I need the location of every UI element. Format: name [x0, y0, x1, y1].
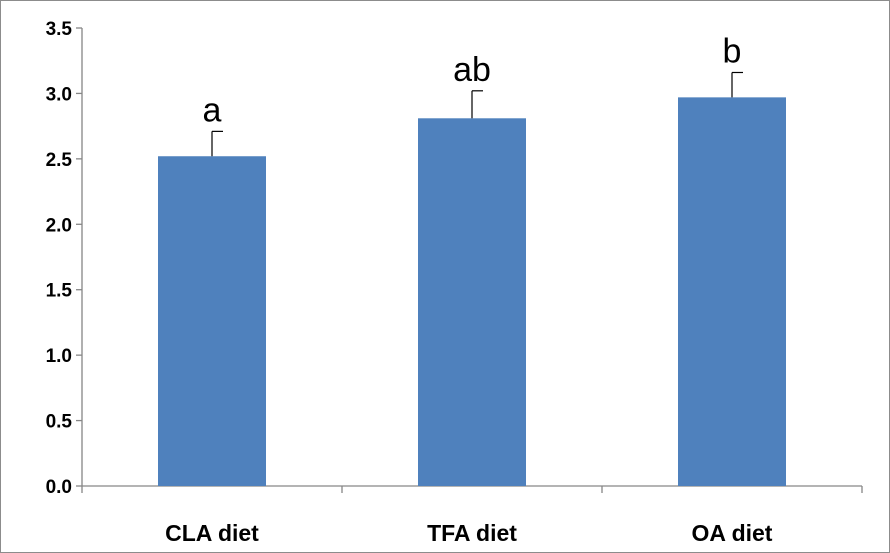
y-tick-label: 0.0: [46, 477, 72, 498]
bar: [678, 97, 786, 487]
y-tick-label: 3.0: [46, 84, 72, 105]
bars: [158, 71, 786, 487]
y-tick-label: 0.5: [46, 412, 73, 433]
y-tick-label: 2.5: [46, 150, 73, 171]
category-label: OA diet: [692, 520, 773, 546]
bar: [158, 156, 266, 487]
category-label: TFA diet: [427, 520, 517, 546]
bar: [418, 118, 526, 486]
y-tick-label: 1.5: [46, 281, 73, 302]
y-tick-label: 1.0: [46, 346, 72, 367]
significance-label: b: [723, 32, 742, 70]
significance-label: ab: [453, 51, 491, 89]
labels: CLA diet a TFA diet ab OA diet b: [165, 32, 773, 546]
y-tick-label: 3.5: [46, 19, 73, 40]
category-label: CLA diet: [165, 520, 259, 546]
significance-label: a: [203, 91, 222, 129]
y-tick-label: 2.0: [46, 215, 72, 236]
